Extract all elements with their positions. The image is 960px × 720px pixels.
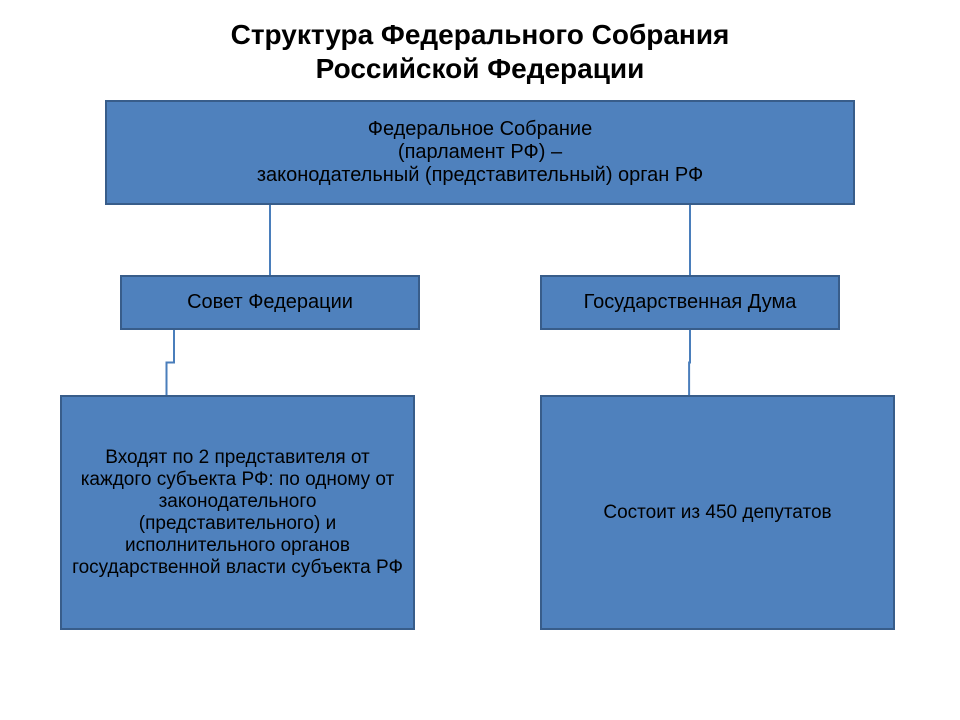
node-federation-council: Совет Федерации [120,275,420,330]
node-federal-assembly: Федеральное Собрание (парламент РФ) – за… [105,100,855,205]
diagram-canvas: Структура Федерального Собрания Российск… [0,0,960,720]
edge-left_mid-to-left_leaf [167,330,175,395]
node-state-duma-composition: Состоит из 450 депутатов [540,395,895,630]
diagram-title: Структура Федерального Собрания Российск… [0,18,960,86]
node-state-duma: Государственная Дума [540,275,840,330]
node-federation-council-composition: Входят по 2 представителя от каждого суб… [60,395,415,630]
edge-right_mid-to-right_leaf [689,330,690,395]
